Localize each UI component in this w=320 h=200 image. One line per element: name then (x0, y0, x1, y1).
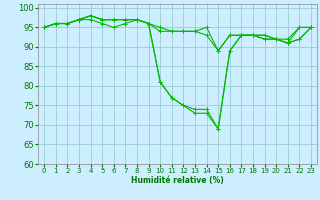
X-axis label: Humidité relative (%): Humidité relative (%) (131, 176, 224, 185)
